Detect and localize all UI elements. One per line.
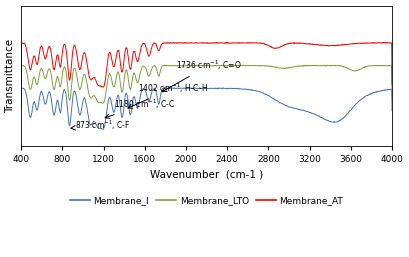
X-axis label: Wavenumber  (cm-1 ): Wavenumber (cm-1 ) [150,169,263,179]
Legend: Membrane_I, Membrane_LTO, Membrane_AT: Membrane_I, Membrane_LTO, Membrane_AT [66,192,347,208]
Text: 1180 cm$^{-1}$, C-C: 1180 cm$^{-1}$, C-C [105,98,175,118]
Text: 1402 cm$^{-1}$, H-C-H: 1402 cm$^{-1}$, H-C-H [128,81,207,108]
Text: 1736 cm$^{-1}$, C=O: 1736 cm$^{-1}$, C=O [162,59,241,92]
Text: 873 cm$^{-1}$, C-F: 873 cm$^{-1}$, C-F [71,119,130,132]
Y-axis label: Transmittance: Transmittance [6,39,16,113]
